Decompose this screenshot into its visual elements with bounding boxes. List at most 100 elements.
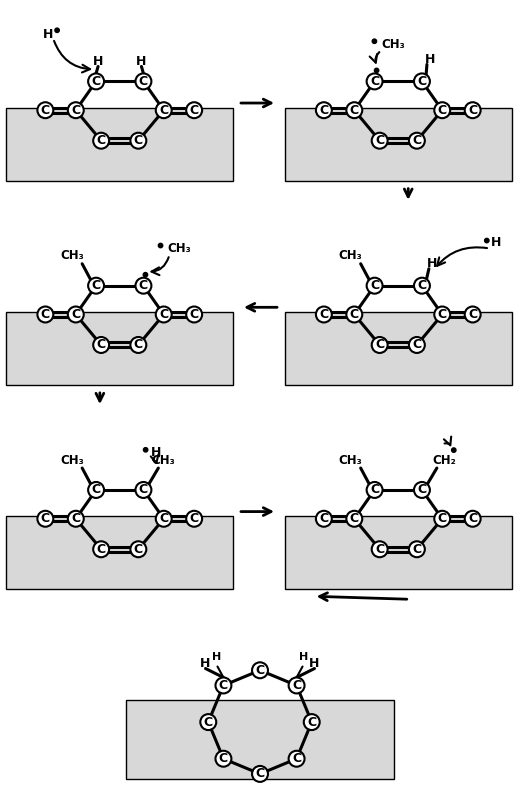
Text: C: C: [375, 338, 384, 351]
Text: C: C: [219, 679, 228, 692]
Text: CH₂: CH₂: [432, 454, 456, 466]
Bar: [6, 312, 233, 385]
Circle shape: [88, 278, 104, 294]
Circle shape: [88, 73, 104, 89]
Text: C: C: [97, 543, 106, 555]
Circle shape: [434, 510, 450, 527]
Text: C: C: [190, 512, 199, 525]
Circle shape: [414, 482, 430, 498]
Text: C: C: [41, 103, 50, 117]
Text: C: C: [97, 134, 106, 148]
Text: C: C: [412, 338, 422, 351]
Circle shape: [158, 243, 163, 248]
Text: C: C: [134, 543, 143, 555]
Text: C: C: [468, 103, 477, 117]
Text: C: C: [159, 308, 168, 321]
Text: C: C: [417, 279, 426, 292]
Text: C: C: [139, 75, 148, 88]
Circle shape: [451, 448, 456, 452]
Text: CH₃: CH₃: [167, 242, 191, 255]
Text: C: C: [468, 512, 477, 525]
Circle shape: [252, 662, 268, 679]
Circle shape: [186, 510, 202, 527]
Circle shape: [367, 278, 382, 294]
Bar: [285, 312, 511, 385]
Circle shape: [434, 103, 450, 118]
Text: H: H: [491, 236, 501, 249]
Circle shape: [135, 73, 151, 89]
Circle shape: [215, 751, 231, 767]
Text: C: C: [417, 75, 426, 88]
Circle shape: [93, 541, 109, 557]
Circle shape: [215, 678, 231, 694]
Circle shape: [289, 678, 304, 694]
Text: C: C: [71, 512, 81, 525]
Text: CH₃: CH₃: [339, 249, 362, 262]
Text: CH₃: CH₃: [152, 454, 175, 466]
Text: H: H: [151, 447, 162, 459]
Circle shape: [156, 510, 172, 527]
Circle shape: [409, 133, 425, 148]
Text: C: C: [204, 716, 213, 728]
Text: C: C: [190, 103, 199, 117]
Circle shape: [93, 133, 109, 148]
Text: C: C: [219, 752, 228, 765]
Text: H: H: [427, 257, 437, 271]
Text: H: H: [43, 28, 53, 41]
Text: C: C: [417, 484, 426, 496]
Circle shape: [372, 541, 388, 557]
Text: C: C: [438, 103, 447, 117]
Circle shape: [409, 541, 425, 557]
Text: CH₃: CH₃: [60, 454, 84, 466]
Text: C: C: [41, 512, 50, 525]
Text: C: C: [370, 279, 379, 292]
Text: C: C: [350, 308, 359, 321]
Circle shape: [68, 103, 84, 118]
Circle shape: [316, 306, 332, 323]
Circle shape: [135, 278, 151, 294]
Circle shape: [68, 510, 84, 527]
Text: C: C: [292, 679, 301, 692]
Circle shape: [409, 337, 425, 353]
Text: H: H: [425, 53, 435, 66]
Circle shape: [346, 103, 362, 118]
Text: C: C: [412, 543, 422, 555]
Circle shape: [130, 337, 146, 353]
Text: C: C: [375, 543, 384, 555]
Text: CH₃: CH₃: [381, 38, 405, 50]
Text: C: C: [159, 103, 168, 117]
Text: C: C: [134, 134, 143, 148]
Circle shape: [135, 482, 151, 498]
Bar: [6, 107, 233, 181]
Circle shape: [93, 337, 109, 353]
Text: C: C: [190, 308, 199, 321]
Text: H: H: [212, 652, 221, 661]
Text: C: C: [320, 103, 328, 117]
Circle shape: [414, 278, 430, 294]
Circle shape: [252, 766, 268, 782]
Circle shape: [156, 103, 172, 118]
Circle shape: [143, 272, 147, 277]
Text: C: C: [92, 75, 100, 88]
Circle shape: [374, 69, 379, 73]
Text: H: H: [93, 55, 103, 68]
Circle shape: [372, 133, 388, 148]
Circle shape: [156, 306, 172, 323]
Circle shape: [186, 103, 202, 118]
Circle shape: [200, 714, 216, 730]
Circle shape: [68, 306, 84, 323]
Text: C: C: [412, 134, 422, 148]
Bar: [6, 516, 233, 589]
Circle shape: [346, 510, 362, 527]
Text: C: C: [159, 512, 168, 525]
Text: C: C: [307, 716, 316, 728]
Circle shape: [55, 28, 59, 32]
Circle shape: [346, 306, 362, 323]
Text: C: C: [134, 338, 143, 351]
Circle shape: [289, 751, 304, 767]
Text: C: C: [92, 279, 100, 292]
Circle shape: [130, 133, 146, 148]
Bar: [126, 700, 394, 779]
Text: H: H: [299, 652, 308, 661]
Text: C: C: [468, 308, 477, 321]
